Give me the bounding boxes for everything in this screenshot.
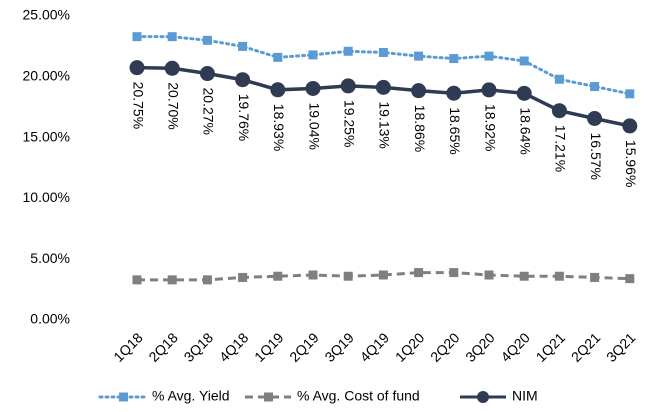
data-label: 19.13% — [377, 101, 393, 148]
data-label: 16.57% — [588, 133, 604, 180]
point — [484, 51, 494, 61]
point — [516, 85, 532, 101]
data-label: 19.25% — [341, 100, 357, 147]
y-tick-label: 25.00% — [23, 7, 70, 23]
point — [551, 103, 567, 119]
point — [129, 60, 145, 76]
legend-label: % Avg. Cost of fund — [297, 388, 420, 404]
point — [235, 72, 251, 88]
point — [625, 89, 635, 99]
y-tick-label: 15.00% — [23, 128, 70, 144]
point — [164, 60, 180, 76]
x-tick-label: 1Q20 — [392, 329, 428, 365]
point — [378, 47, 388, 57]
point — [587, 111, 603, 127]
point — [449, 54, 459, 64]
x-tick-label: 2Q19 — [286, 329, 322, 365]
point — [590, 272, 600, 282]
point — [481, 82, 497, 98]
legend-label: % Avg. Yield — [152, 388, 230, 404]
y-tick-label: 20.00% — [23, 68, 70, 84]
point — [484, 270, 494, 280]
data-label: 18.65% — [447, 107, 463, 154]
point — [202, 275, 212, 285]
point — [270, 82, 286, 98]
x-tick-label: 3Q19 — [321, 329, 357, 365]
point — [343, 46, 353, 56]
point — [202, 35, 212, 45]
data-label: 19.76% — [236, 94, 252, 141]
point — [273, 52, 283, 62]
point — [622, 118, 638, 134]
point — [340, 78, 356, 94]
legend-marker — [119, 392, 128, 402]
point — [554, 74, 564, 84]
point — [238, 272, 248, 282]
point — [449, 268, 459, 278]
point — [519, 56, 529, 66]
point — [414, 51, 424, 61]
y-tick-label: 5.00% — [30, 250, 70, 266]
y-tick-label: 10.00% — [23, 189, 70, 205]
point — [414, 268, 424, 278]
point — [305, 80, 321, 96]
legend-marker — [477, 391, 489, 403]
point — [308, 270, 318, 280]
x-tick-label: 2Q20 — [427, 329, 463, 365]
point — [519, 271, 529, 281]
series-line — [137, 271, 630, 282]
data-label: 15.96% — [623, 140, 639, 187]
data-label: 20.27% — [201, 88, 217, 135]
point — [378, 270, 388, 280]
point — [132, 275, 142, 285]
point — [343, 271, 353, 281]
point — [238, 41, 248, 51]
x-tick-label: 1Q18 — [110, 329, 146, 365]
data-label: 20.70% — [165, 82, 181, 129]
x-tick-label: 1Q21 — [533, 329, 569, 365]
point — [554, 271, 564, 281]
x-tick-label: 4Q18 — [216, 329, 252, 365]
point — [446, 85, 462, 101]
point — [199, 66, 215, 82]
point — [273, 271, 283, 281]
point — [308, 50, 318, 60]
data-label: 18.64% — [517, 107, 533, 154]
data-label: 19.04% — [306, 102, 322, 149]
point — [167, 32, 177, 42]
data-label: 18.93% — [271, 104, 287, 151]
data-label: 20.75% — [130, 82, 146, 129]
x-tick-label: 3Q18 — [181, 329, 217, 365]
legend-marker — [264, 392, 273, 402]
data-label: 18.92% — [482, 104, 498, 151]
x-tick-label: 2Q21 — [568, 329, 604, 365]
x-tick-label: 3Q21 — [603, 329, 639, 365]
point — [625, 274, 635, 284]
point — [132, 32, 142, 42]
x-tick-label: 4Q19 — [357, 329, 393, 365]
legend-label: NIM — [512, 388, 538, 404]
point — [590, 82, 600, 92]
point — [375, 79, 391, 95]
x-tick-label: 3Q20 — [462, 329, 498, 365]
point — [411, 83, 427, 99]
x-tick-label: 4Q20 — [497, 329, 533, 365]
data-label: 18.86% — [412, 105, 428, 152]
x-tick-label: 2Q18 — [145, 329, 181, 365]
y-tick-label: 0.00% — [30, 311, 70, 327]
x-tick-label: 1Q19 — [251, 329, 287, 365]
point — [167, 275, 177, 285]
data-label: 17.21% — [553, 125, 569, 172]
